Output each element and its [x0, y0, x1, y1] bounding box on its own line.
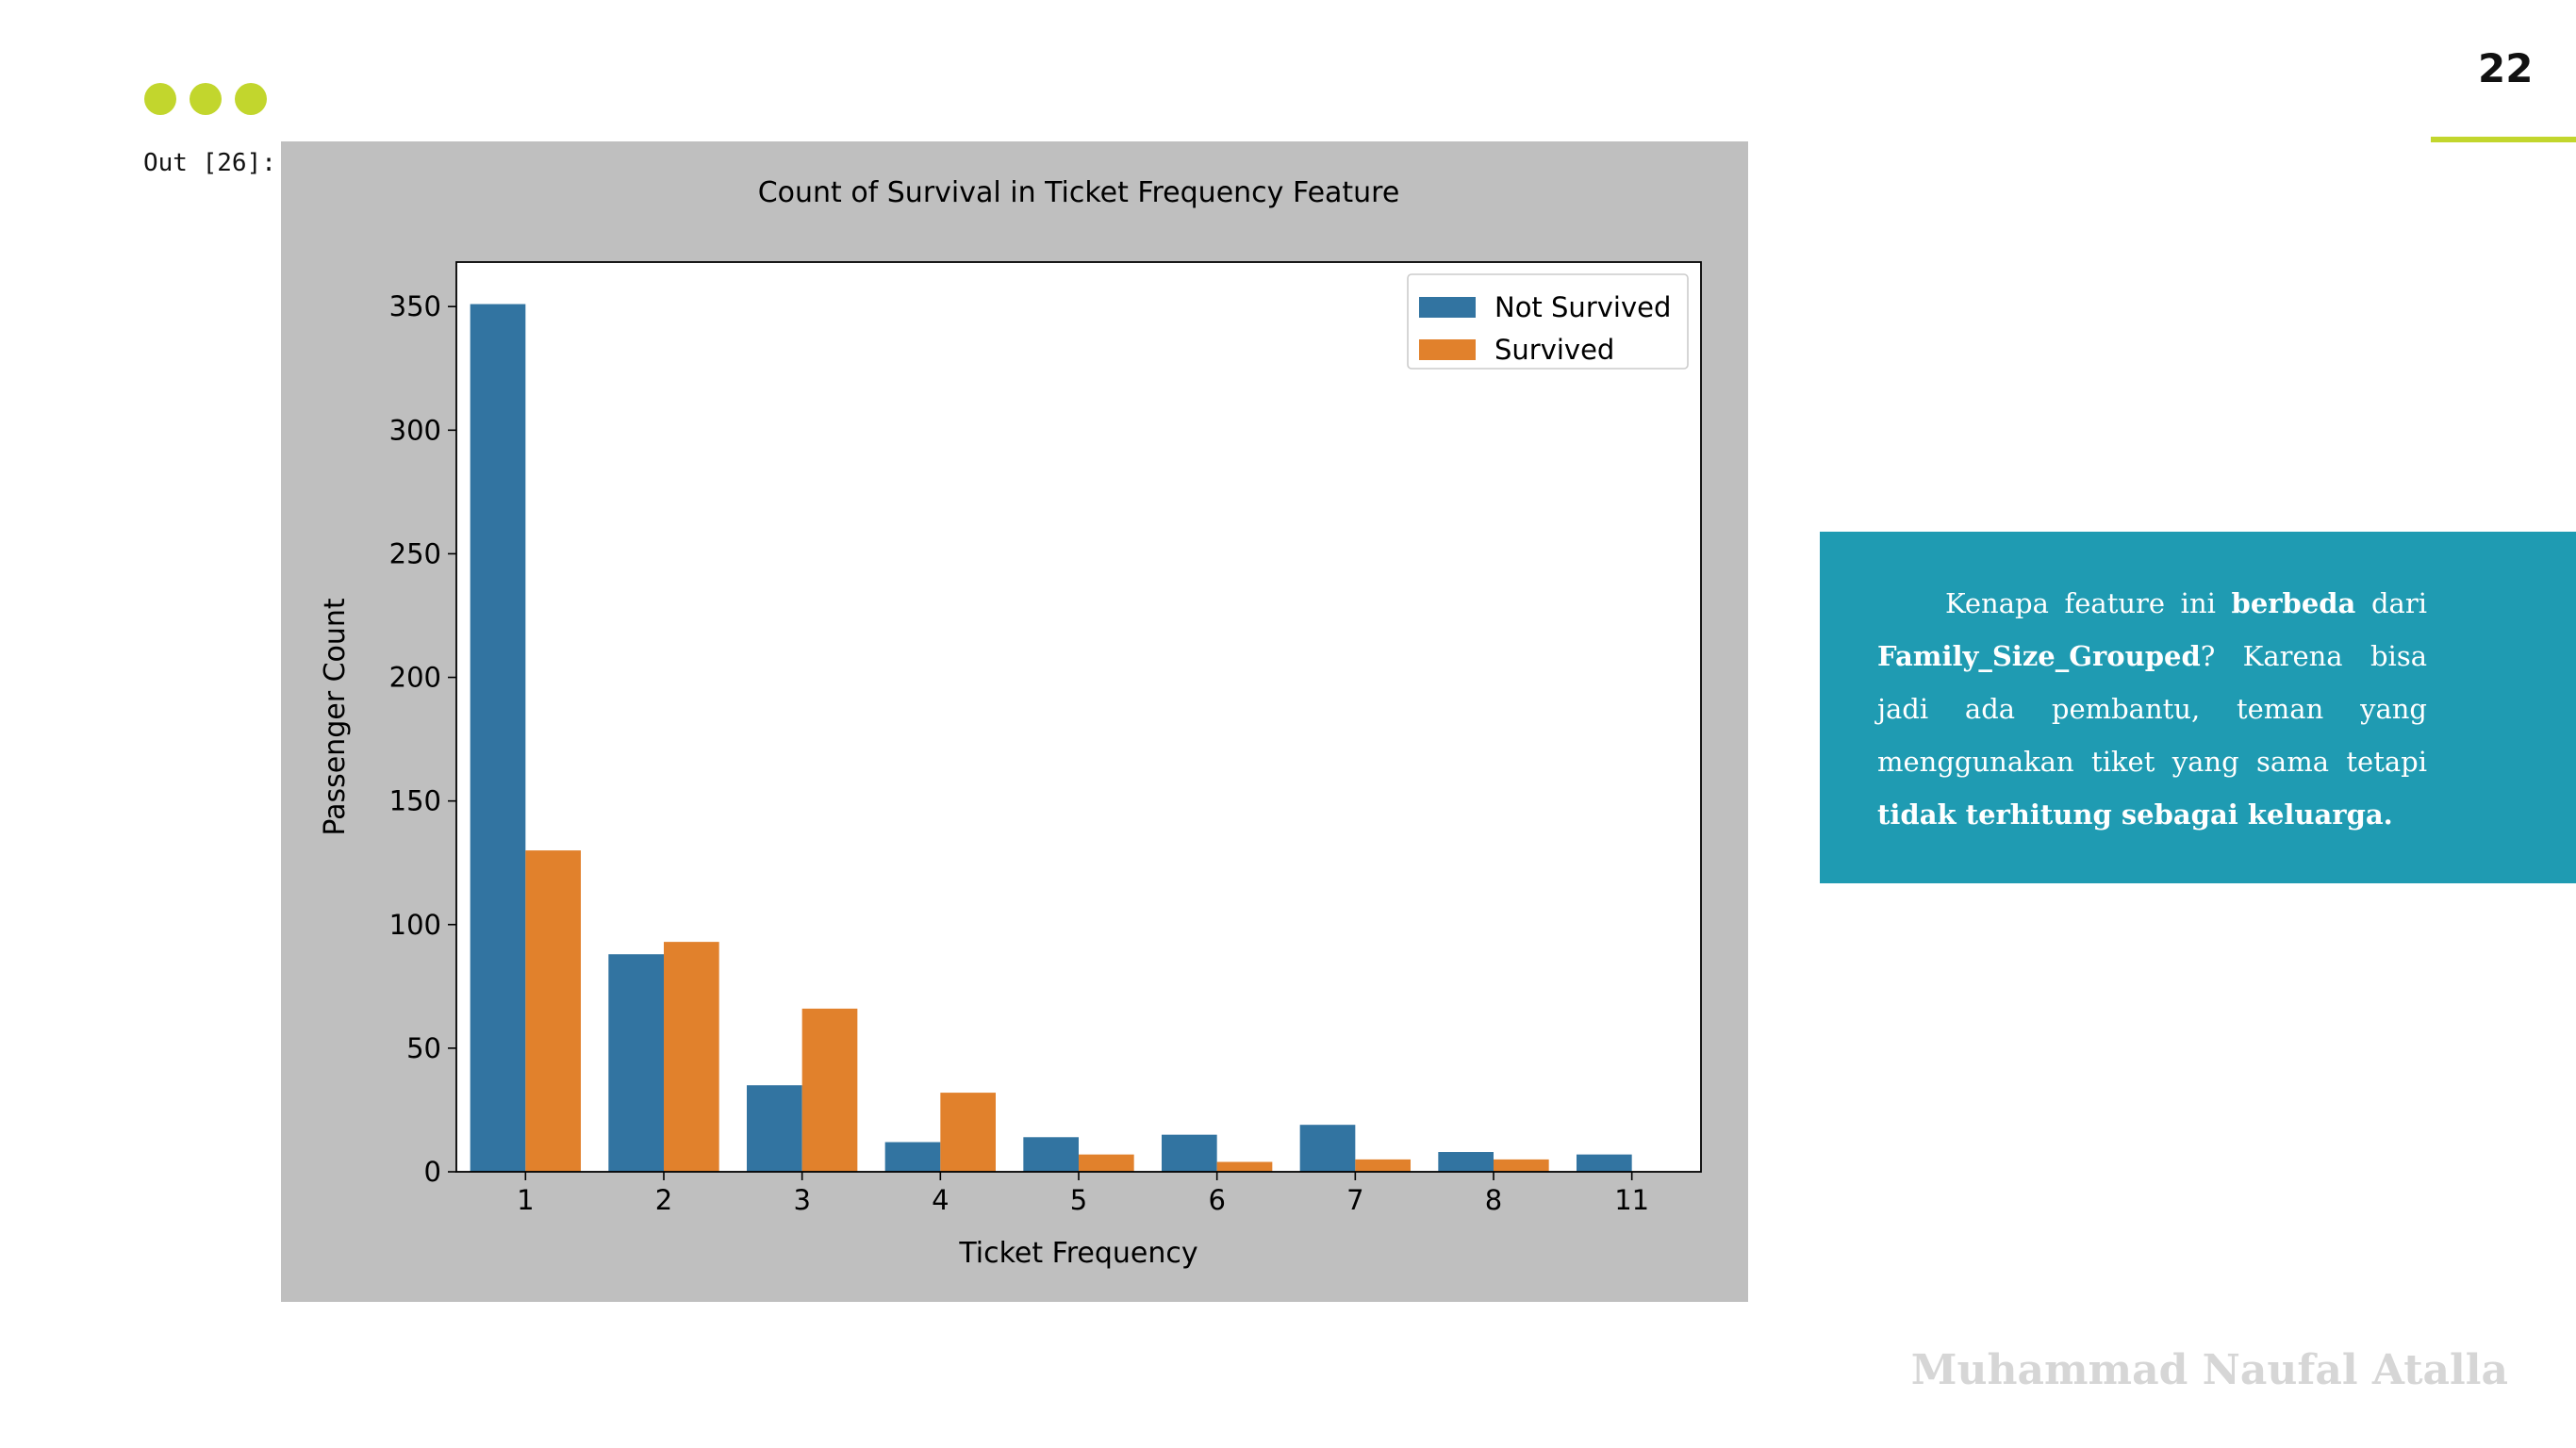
explanation-text: Kenapa feature ini berbeda dari Family_S…	[1877, 577, 2427, 841]
emphasis-text: berbeda	[2231, 587, 2356, 619]
legend-swatch	[1419, 339, 1476, 360]
emphasis-text: Family_Size_Grouped	[1877, 640, 2201, 672]
plot-frame	[455, 261, 1702, 1173]
bar-not-survived-7	[1299, 1125, 1356, 1172]
y-tick-label: 350	[389, 290, 441, 322]
bar-not-survived-5	[1023, 1137, 1079, 1172]
chart-title: Count of Survival in Ticket Frequency Fe…	[758, 176, 1400, 209]
decorative-dots	[144, 83, 267, 115]
chart-figure: 1 2 3 4 5 6 7 8 11 0 50 100 150 200 250 300 350 Count of …	[281, 141, 1748, 1302]
x-tick-label: 3	[793, 1184, 810, 1216]
y-tick-label: 0	[424, 1156, 441, 1188]
emphasis-text: tidak terhitung sebagai keluarga.	[1877, 798, 2393, 831]
bar-chart: 1 2 3 4 5 6 7 8 11 0 50 100 150 200 250 300 350 Count of …	[319, 176, 1702, 1270]
y-tick-label: 150	[389, 785, 441, 817]
bar-not-survived-6	[1162, 1134, 1217, 1172]
y-tick-label: 50	[406, 1032, 441, 1064]
bar-not-survived-2	[608, 954, 664, 1172]
author-name: Muhammad Naufal Atalla	[1910, 1346, 2508, 1394]
dot	[235, 83, 267, 115]
bar-not-survived-4	[884, 1142, 941, 1172]
x-tick-label: 2	[655, 1184, 672, 1216]
bar-survived-3	[801, 1008, 858, 1172]
bar-not-survived-8	[1438, 1152, 1494, 1172]
y-tick-label: 250	[389, 537, 441, 569]
dot	[144, 83, 176, 115]
legend-label: Survived	[1494, 334, 1614, 366]
y-tick-label: 300	[389, 414, 441, 446]
bar-not-survived-11	[1577, 1154, 1632, 1172]
bar-survived-6	[1216, 1161, 1273, 1172]
bar-survived-4	[940, 1093, 996, 1172]
x-tick-label: 5	[1070, 1184, 1087, 1216]
notebook-output-label: Out [26]:	[143, 149, 276, 177]
body-text: dari	[2355, 587, 2427, 619]
page-number-underline	[2431, 137, 2576, 142]
bar-not-survived-1	[470, 304, 526, 1172]
x-tick-label: 1	[517, 1184, 534, 1216]
x-tick-label: 8	[1485, 1184, 1502, 1216]
bar-survived-2	[664, 942, 719, 1172]
x-tick-label: 4	[932, 1184, 949, 1216]
x-axis-label: Ticket Frequency	[958, 1237, 1197, 1270]
bar-survived-1	[525, 850, 581, 1172]
page-number: 22	[2478, 45, 2534, 91]
x-tick-label: 7	[1346, 1184, 1363, 1216]
legend-box	[1407, 273, 1689, 370]
y-axis-label: Passenger Count	[319, 598, 352, 836]
bar-survived-8	[1494, 1159, 1549, 1172]
legend-swatch	[1419, 297, 1476, 318]
explanation-box: Kenapa feature ini berbeda dari Family_S…	[1820, 532, 2576, 883]
y-tick-label: 200	[389, 662, 441, 694]
bar-survived-5	[1079, 1154, 1134, 1172]
legend-label: Not Survived	[1494, 291, 1671, 323]
x-tick-label: 11	[1614, 1184, 1649, 1216]
y-tick-label: 100	[389, 909, 441, 941]
bar-survived-7	[1355, 1159, 1411, 1172]
dot	[190, 83, 222, 115]
x-tick-label: 6	[1208, 1184, 1225, 1216]
body-text: Kenapa feature ini	[1945, 587, 2232, 619]
bar-not-survived-3	[747, 1085, 802, 1172]
body-text: ? Karena bisa jadi ada pembantu, teman y…	[1877, 640, 2427, 778]
